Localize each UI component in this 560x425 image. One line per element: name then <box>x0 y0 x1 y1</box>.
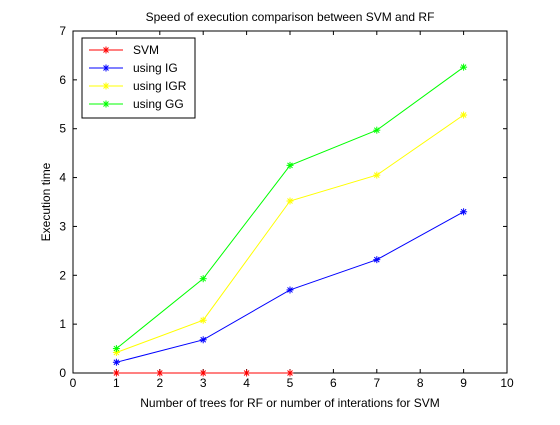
x-tick-label: 9 <box>460 376 467 390</box>
data-point <box>199 275 207 283</box>
marker-stroke <box>460 112 467 118</box>
marker-stroke <box>113 345 120 352</box>
x-tick-label: 7 <box>373 376 380 390</box>
data-point <box>199 316 207 324</box>
marker-stroke <box>373 256 380 263</box>
legend-entry: SVM <box>89 43 159 57</box>
data-point <box>460 208 468 216</box>
marker-stroke <box>200 317 207 324</box>
x-tick-label: 1 <box>113 376 120 390</box>
marker-stroke <box>103 101 109 107</box>
data-point <box>286 286 294 294</box>
marker-stroke <box>287 370 293 376</box>
y-tick-label: 6 <box>59 73 66 87</box>
series-using-ig <box>112 208 468 366</box>
legend-entry: using IG <box>89 61 178 75</box>
y-tick-label: 2 <box>59 268 66 282</box>
x-tick-label: 8 <box>417 376 424 390</box>
chart-title: Speed of execution comparison between SV… <box>146 10 435 24</box>
data-point <box>460 63 468 71</box>
marker-stroke <box>287 198 293 204</box>
x-axis-ticks: 0 1 2 3 4 5 6 7 8 9 10 <box>70 31 514 390</box>
x-tick-label: 5 <box>287 376 294 390</box>
marker-stroke <box>200 336 207 343</box>
marker-stroke <box>287 287 293 293</box>
data-point <box>156 369 164 377</box>
data-point <box>286 161 294 169</box>
y-tick-label: 7 <box>59 24 66 38</box>
y-tick-label: 0 <box>59 366 66 380</box>
legend-box <box>81 37 196 119</box>
data-point <box>112 345 120 353</box>
data-point <box>199 369 207 377</box>
legend-swatch-marker <box>102 64 110 72</box>
legend-label: using GG <box>133 97 184 111</box>
data-point <box>460 111 468 119</box>
marker-stroke <box>373 127 380 134</box>
legend-label: using IGR <box>133 79 187 93</box>
marker-stroke <box>113 359 120 366</box>
y-tick-label: 3 <box>59 219 66 233</box>
y-axis-ticks: 0 1 2 3 4 5 6 7 <box>59 24 507 380</box>
y-tick-label: 4 <box>59 171 66 185</box>
marker-stroke <box>373 172 380 178</box>
data-point <box>199 336 207 344</box>
x-tick-label: 6 <box>330 376 337 390</box>
x-tick-label: 2 <box>156 376 163 390</box>
y-tick-label: 1 <box>59 317 66 331</box>
data-point <box>286 197 294 205</box>
series-layer <box>112 63 468 377</box>
data-point <box>373 171 381 179</box>
legend-swatch-marker <box>102 100 110 108</box>
data-point <box>112 369 120 377</box>
x-tick-label: 10 <box>500 376 514 390</box>
marker-stroke <box>243 370 250 376</box>
y-axis-label: Execution time <box>39 162 53 241</box>
series-using-gg <box>112 63 468 353</box>
legend-entry: using IGR <box>89 79 187 93</box>
marker-stroke <box>103 83 109 89</box>
x-tick-label: 0 <box>70 376 77 390</box>
series-svm <box>112 369 294 377</box>
legend-entry: using GG <box>89 97 184 111</box>
legend-label: SVM <box>133 43 159 57</box>
marker-stroke <box>200 275 207 282</box>
marker-stroke <box>460 208 467 215</box>
x-tick-label: 4 <box>243 376 250 390</box>
data-point <box>286 369 294 377</box>
y-tick-label: 5 <box>59 122 66 136</box>
marker-stroke <box>113 370 120 376</box>
series-using-igr <box>112 111 468 356</box>
x-tick-label: 3 <box>200 376 207 390</box>
marker-stroke <box>103 65 109 71</box>
data-point <box>373 256 381 264</box>
legend: SVM using IG using IGR using GG <box>81 37 196 119</box>
legend-swatch-marker <box>102 46 110 54</box>
marker-stroke <box>103 47 109 53</box>
legend-label: using IG <box>133 61 178 75</box>
marker-stroke <box>200 370 207 376</box>
data-point <box>243 369 251 377</box>
x-axis-label: Number of trees for RF or number of inte… <box>140 396 439 410</box>
legend-swatch-marker <box>102 82 110 90</box>
marker-stroke <box>460 64 467 71</box>
data-point <box>373 126 381 134</box>
marker-stroke <box>156 370 163 376</box>
marker-stroke <box>287 162 293 169</box>
data-point <box>112 358 120 366</box>
